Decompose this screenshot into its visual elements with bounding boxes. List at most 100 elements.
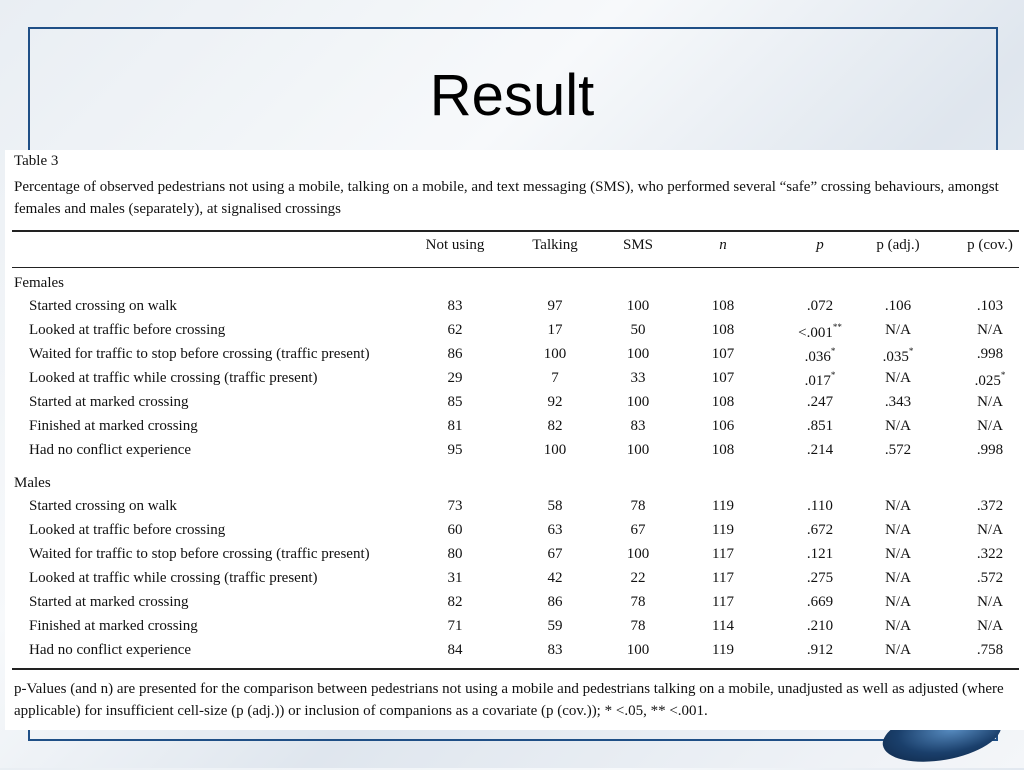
table-cell: .214 [806,442,834,458]
table-cell: 107 [711,346,735,362]
table-cell: N/A [885,522,911,538]
column-header: SMS [622,237,654,253]
table-cell: .912 [806,642,834,658]
table-cell: .998 [976,442,1004,458]
table-cell: 82 [447,594,463,610]
table-cell: N/A [885,546,911,562]
table-cell: N/A [977,522,1003,538]
table-cell: .110 [807,498,833,514]
row-label: Started at marked crossing [29,394,189,410]
table-cell: .758 [976,642,1004,658]
table-cell: 95 [447,442,463,458]
row-label: Looked at traffic before crossing [29,322,226,338]
table-cell: .851 [806,418,834,434]
row-label: Started crossing on walk [29,298,177,314]
table-bottom-rule [12,668,1019,670]
table-cell: .072 [806,298,834,314]
table-cell: 58 [547,498,563,514]
table-cell: 119 [712,498,734,514]
row-label: Started crossing on walk [29,498,177,514]
table-cell: N/A [977,618,1003,634]
table-cell: 100 [626,642,650,658]
table-cell: 100 [626,442,650,458]
table-cell: 108 [711,322,735,338]
row-label: Looked at traffic while crossing (traffi… [29,570,318,586]
row-label: Waited for traffic to stop before crossi… [29,346,370,362]
table-cell: 108 [711,298,735,314]
table-cell: 107 [711,370,735,386]
table-cell: 22 [630,570,646,586]
table-cell: 78 [630,618,646,634]
table-cell: .372 [976,498,1004,514]
column-header: Talking [532,237,578,253]
table-cell: 50 [630,322,646,338]
table-footnote: p-Values (and n) are presented for the c… [14,681,1004,719]
table-cell: 92 [547,394,563,410]
slide-title: Result [429,63,595,128]
table-cell: .343 [884,394,912,410]
table-cell: .669 [806,594,834,610]
table-cell: N/A [977,322,1003,338]
table-cell: 86 [447,346,463,362]
table-cell: .025* [974,370,1006,389]
row-label: Started at marked crossing [29,594,189,610]
table-cell: 84 [447,642,463,658]
table-cell: .017* [804,370,836,389]
table-cell: N/A [885,570,911,586]
column-header: n [719,237,727,253]
table-cell: 97 [547,298,563,314]
table-cell: N/A [885,418,911,434]
table-cell: .998 [976,346,1004,362]
table-cell: 73 [447,498,463,514]
table-cell: N/A [885,370,911,386]
group-label: Males [14,475,51,491]
table-cell: N/A [977,594,1003,610]
column-header: Not using [425,237,485,253]
table-caption: Percentage of observed pedestrians not u… [14,179,999,217]
table-cell: .322 [976,546,1004,562]
table-cell: 117 [712,594,734,610]
row-label: Waited for traffic to stop before crossi… [29,546,370,562]
table-top-rule [12,230,1019,232]
table-cell: 83 [630,418,646,434]
row-label: Had no conflict experience [29,442,192,458]
row-label: Finished at marked crossing [29,418,198,434]
table-cell: 108 [711,442,735,458]
table-label: Table 3 [14,153,59,169]
table-cell: 100 [626,394,650,410]
table-cell: 67 [630,522,646,538]
table-cell: 31 [447,570,463,586]
table-cell: 62 [447,322,463,338]
table-cell: 100 [626,346,650,362]
table-cell: 114 [712,618,734,634]
table-cell: <.001** [798,322,842,341]
table-cell: N/A [977,394,1003,410]
header-rule [12,267,1019,268]
table-cell: N/A [885,322,911,338]
table-cell: 42 [547,570,563,586]
table-cell: .275 [806,570,834,586]
table-cell: 100 [626,546,650,562]
table-cell: .036* [804,346,836,365]
table-cell: 117 [712,546,734,562]
table-cell: 78 [630,498,646,514]
table-cell: 106 [711,418,735,434]
table-cell: N/A [885,594,911,610]
table-cell: 119 [712,642,734,658]
table-cell: .121 [806,546,834,562]
column-header: p [816,237,824,253]
table-cell: .672 [806,522,834,538]
table-cell: N/A [885,618,911,634]
table-cell: N/A [885,498,911,514]
table-cell: 119 [712,522,734,538]
table-cell: .210 [806,618,834,634]
table-cell: 7 [551,370,559,386]
table-cell: 100 [626,298,650,314]
table-cell: 59 [547,618,563,634]
group-label: Females [14,275,64,291]
table-cell: 17 [547,322,563,338]
table-cell: N/A [885,642,911,658]
table-cell: 117 [712,570,734,586]
table-cell: 33 [630,370,646,386]
table-cell: 83 [547,642,563,658]
